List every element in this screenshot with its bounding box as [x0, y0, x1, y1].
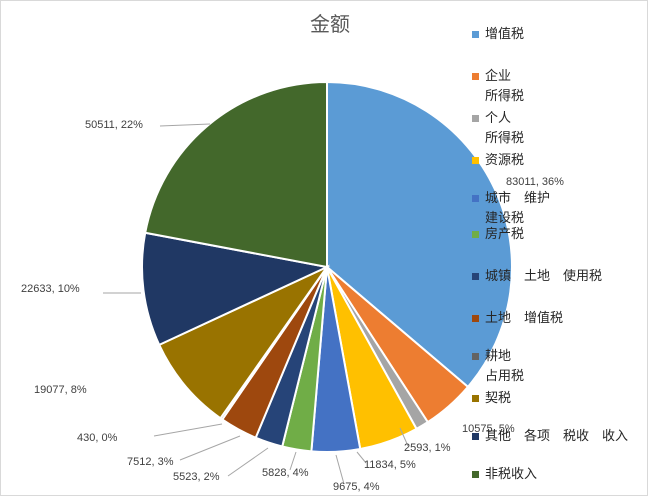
leader-line — [289, 451, 297, 471]
legend-label: 企业 所得税 — [485, 68, 525, 103]
legend-label: 房产税 — [485, 226, 525, 241]
legend-swatch — [472, 73, 479, 80]
data-label: 2593, 1% — [404, 442, 451, 454]
pie-slice — [326, 80, 513, 389]
legend-item: 契税 — [472, 388, 511, 408]
pie-slice — [141, 231, 331, 347]
leader-line — [227, 447, 269, 477]
data-label: 5523, 2% — [173, 471, 220, 483]
legend-swatch — [472, 395, 479, 402]
data-label: 22633, 10% — [21, 283, 80, 295]
legend-swatch — [472, 353, 479, 360]
leader-line — [159, 123, 211, 127]
data-label: 11834, 5% — [364, 459, 416, 471]
pie-slice — [144, 80, 328, 269]
legend-item: 土地 增值税 — [472, 308, 563, 328]
legend-swatch — [472, 115, 479, 122]
legend-label: 城镇 土地 使用税 — [485, 268, 603, 283]
legend-item: 增值税 — [472, 24, 524, 44]
legend-swatch — [472, 433, 479, 440]
leader-line — [335, 454, 345, 485]
legend-label: 耕地 占用税 — [485, 348, 525, 383]
legend-item: 企业 所得税 — [472, 66, 524, 106]
legend-swatch — [472, 315, 479, 322]
legend-swatch — [472, 157, 479, 164]
legend-label: 非税收入 — [485, 466, 538, 481]
data-label: 10575, 5% — [462, 423, 515, 435]
leader-line — [179, 435, 241, 461]
legend-item: 耕地 占用税 — [472, 346, 524, 386]
legend-label: 个人 所得税 — [485, 110, 525, 145]
legend-swatch — [472, 471, 479, 478]
data-label: 5828, 4% — [262, 467, 309, 479]
legend-label: 增值税 — [485, 26, 525, 41]
legend-label: 其他 各项 税收 收入 — [485, 428, 629, 443]
chart-title: 金额 — [310, 14, 350, 36]
legend-item: 房产税 — [472, 224, 524, 244]
legend-swatch — [472, 31, 479, 38]
leader-line — [153, 423, 223, 437]
data-label: 50511, 22% — [85, 119, 143, 131]
legend-label: 资源税 — [485, 152, 525, 167]
legend-swatch — [472, 231, 479, 238]
leader-line — [356, 451, 367, 464]
legend-label: 土地 增值税 — [485, 310, 564, 325]
pie-slice — [157, 264, 330, 420]
legend-swatch — [472, 195, 479, 202]
data-label: 9675, 4% — [333, 481, 380, 493]
legend-item: 个人 所得税 — [472, 108, 524, 148]
legend-item: 非税收入 — [472, 464, 537, 484]
data-label: 7512, 3% — [127, 456, 174, 468]
legend-label: 城市 维护 建设税 — [485, 190, 551, 225]
legend-item: 城市 维护 建设税 — [472, 188, 550, 228]
data-label: 83011, 36% — [506, 176, 564, 188]
legend-label: 契税 — [485, 390, 512, 405]
legend-item: 资源税 — [472, 150, 524, 170]
legend-item: 城镇 土地 使用税 — [472, 266, 602, 286]
data-label: 19077, 8% — [34, 384, 87, 396]
legend-swatch — [472, 273, 479, 280]
data-label: 430, 0% — [77, 432, 118, 444]
legend-item: 其他 各项 税收 收入 — [472, 426, 628, 446]
leader-line — [399, 427, 409, 447]
